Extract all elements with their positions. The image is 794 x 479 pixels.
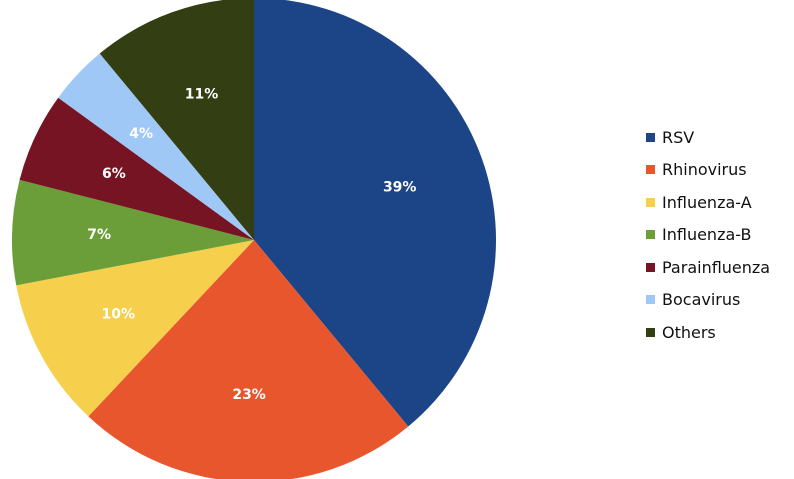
legend-label: Rhinovirus: [662, 160, 747, 180]
pie-slice-influenza-b: [12, 179, 254, 286]
legend-item-influenza-a: Influenza-A: [646, 186, 770, 219]
legend-item-bocavirus: Bocavirus: [646, 284, 770, 317]
pie-slice-rhinovirus: [88, 240, 409, 479]
slice-label-others: 11%: [185, 86, 219, 102]
legend-item-parainfluenza: Parainfluenza: [646, 251, 770, 284]
legend-label: Parainfluenza: [662, 257, 771, 277]
legend-item-influenza-b: Influenza-B: [646, 219, 770, 252]
pie-slice-labels: 39% 23% 10% 7% 6% 4% 11%: [87, 86, 417, 403]
pie-slice-others: [99, 0, 254, 240]
legend-item-rhinovirus: Rhinovirus: [646, 154, 770, 187]
pie-slices: [12, 0, 496, 479]
legend-label: RSV: [662, 127, 695, 147]
slice-label-bocavirus: 4%: [129, 126, 153, 142]
legend-swatch-influenza-b: [646, 230, 655, 240]
slice-label-influenza-b: 7%: [87, 227, 111, 243]
slice-label-parainfluenza: 6%: [102, 166, 126, 182]
chart-legend: RSV Rhinovirus Influenza-A Influenza-B Parai…: [646, 121, 770, 349]
pie-slice-rsv: [254, 0, 496, 427]
legend-swatch-parainfluenza: [646, 262, 655, 272]
legend-swatch-influenza-a: [646, 197, 655, 207]
legend-label: Others: [662, 322, 716, 342]
pie-slice-influenza-a: [16, 240, 254, 417]
slice-label-influenza-a: 10%: [102, 307, 136, 323]
pie-slice-parainfluenza: [19, 97, 254, 240]
legend-item-others: Others: [646, 316, 770, 349]
legend-label: Influenza-A: [662, 192, 752, 212]
legend-label: Influenza-B: [662, 225, 752, 245]
legend-swatch-bocavirus: [646, 295, 655, 305]
legend-label: Bocavirus: [662, 290, 741, 310]
legend-swatch-rhinovirus: [646, 165, 655, 175]
slice-label-rsv: 39%: [383, 180, 417, 196]
legend-swatch-rsv: [646, 132, 655, 142]
legend-swatch-others: [646, 327, 655, 337]
slice-label-rhinovirus: 23%: [232, 387, 266, 403]
legend-item-rsv: RSV: [646, 121, 770, 154]
pie-slice-bocavirus: [58, 53, 254, 240]
